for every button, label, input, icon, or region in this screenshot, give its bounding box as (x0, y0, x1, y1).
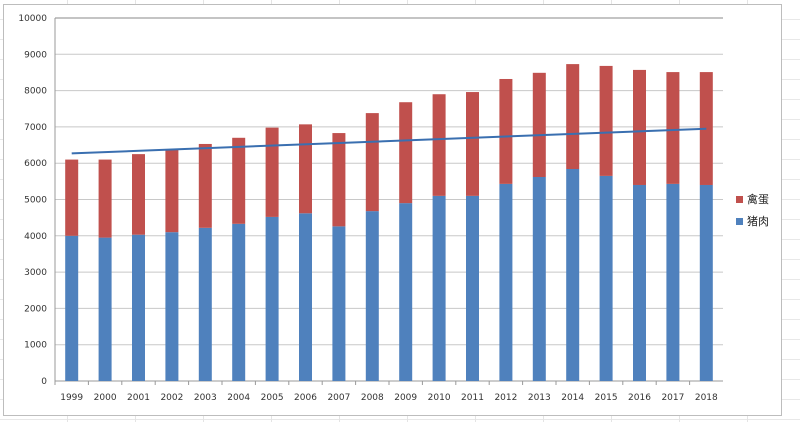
legend-label: 猪肉 (747, 215, 769, 228)
y-tick-label: 4000 (24, 232, 47, 242)
bar-pork (633, 184, 646, 381)
y-tick-label: 7000 (24, 123, 47, 133)
bar-eggs (232, 137, 246, 224)
y-tick-label: 3000 (24, 268, 47, 278)
bar-eggs (299, 124, 312, 214)
y-tick-label: 10000 (18, 14, 47, 24)
bar-pork (165, 232, 179, 381)
bar-eggs (132, 154, 145, 235)
bar-pork (198, 227, 212, 381)
bar-pork (65, 235, 79, 381)
bar-pork (332, 226, 346, 381)
x-tick-label: 2013 (528, 393, 551, 403)
bar-eggs (265, 127, 279, 217)
x-tick-label: 2007 (327, 393, 350, 403)
legend-swatch (736, 195, 743, 203)
x-tick-label: 2012 (494, 393, 517, 403)
x-tick-label: 2010 (428, 393, 451, 403)
bar-pork (365, 211, 379, 381)
x-tick-label: 2004 (227, 393, 250, 403)
bar-pork (466, 195, 479, 381)
legend-item-eggs: 禽蛋 (736, 188, 769, 210)
x-tick-label: 2002 (160, 393, 183, 403)
bar-eggs (399, 102, 413, 204)
y-tick-label: 5000 (24, 196, 47, 206)
bar-eggs (432, 94, 446, 196)
y-tick-label: 0 (41, 377, 47, 387)
bar-eggs (566, 64, 580, 170)
legend-swatch (736, 217, 743, 225)
bar-eggs (365, 113, 379, 212)
legend-item-pork: 猪肉 (736, 210, 769, 232)
y-tick-label: 6000 (24, 159, 47, 169)
bar-eggs (499, 78, 513, 184)
x-tick-label: 2008 (361, 393, 384, 403)
x-tick-label: 2006 (294, 393, 317, 403)
bar-pork (132, 234, 145, 381)
y-tick-label: 1000 (24, 341, 47, 351)
legend: 禽蛋 猪肉 (736, 188, 769, 232)
bar-eggs (165, 149, 179, 233)
bar-pork (232, 223, 246, 381)
bar-eggs (198, 143, 212, 228)
x-tick-label: 2018 (695, 393, 718, 403)
bar-eggs (466, 92, 479, 196)
x-tick-label: 2001 (127, 393, 150, 403)
bar-eggs (599, 65, 613, 176)
bar-pork (532, 176, 546, 381)
trendline (71, 127, 707, 155)
legend-label: 禽蛋 (747, 193, 769, 206)
bar-eggs (532, 72, 546, 177)
bar-pork (432, 195, 446, 381)
bar-eggs (633, 69, 646, 185)
bar-pork (666, 183, 680, 381)
bar-eggs (666, 72, 680, 184)
x-tick-label: 1999 (60, 393, 83, 403)
y-tick-label: 9000 (24, 50, 47, 60)
bar-pork (699, 184, 713, 381)
bar-eggs (65, 159, 79, 236)
x-tick-label: 2005 (261, 393, 284, 403)
bar-pork (299, 213, 312, 381)
x-tick-label: 2009 (394, 393, 417, 403)
bar-pork (599, 175, 613, 381)
x-tick-label: 2016 (628, 393, 651, 403)
bar-pork (566, 169, 580, 381)
bar-pork (98, 237, 112, 381)
x-tick-label: 2015 (595, 393, 618, 403)
x-tick-label: 2011 (461, 393, 484, 403)
x-tick-label: 2000 (94, 393, 117, 403)
x-tick-label: 2014 (561, 393, 584, 403)
bar-pork (265, 216, 279, 381)
bar-eggs (699, 72, 713, 185)
bar-pork (499, 183, 513, 381)
y-tick-label: 2000 (24, 304, 47, 314)
bar-eggs (98, 159, 112, 238)
x-tick-label: 2003 (194, 393, 217, 403)
y-tick-label: 8000 (24, 87, 47, 97)
x-tick-label: 2017 (661, 393, 684, 403)
bar-pork (399, 203, 413, 381)
bar-eggs (332, 133, 346, 227)
